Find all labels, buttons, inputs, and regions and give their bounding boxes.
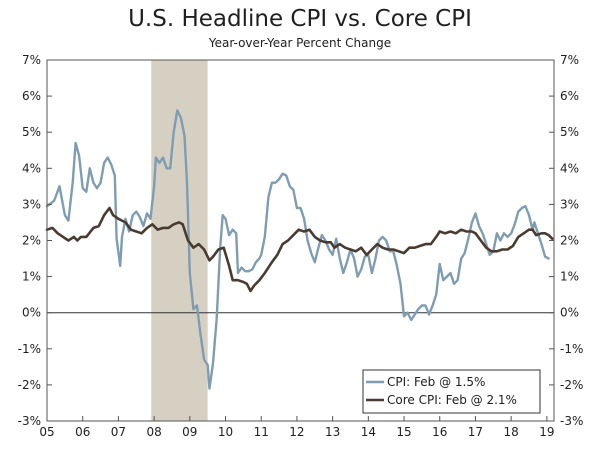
y-tick-label-right: 6% xyxy=(560,89,579,103)
x-axis-ticks: 05 06 07 08 09 10 11 12 13 14 15 16 17 18 19 xyxy=(39,416,554,439)
x-tick-label: 06 xyxy=(75,425,90,439)
y-tick-label-left: 4% xyxy=(22,161,41,175)
y-tick-label-left: -3% xyxy=(18,414,41,428)
series-line-cpi xyxy=(45,109,550,390)
x-tick-label: 10 xyxy=(218,425,233,439)
x-tick-label: 18 xyxy=(504,425,519,439)
x-tick-label: 19 xyxy=(539,425,554,439)
x-tick-label: 05 xyxy=(39,425,54,439)
y-tick-label-left: 1% xyxy=(22,270,41,284)
legend: CPI: Feb @ 1.5% Core CPI: Feb @ 2.1% xyxy=(362,369,541,414)
y-tick-label-right: 5% xyxy=(560,125,579,139)
y-tick-label-right: -3% xyxy=(560,414,583,428)
x-tick-label: 16 xyxy=(432,425,447,439)
x-tick-label: 14 xyxy=(361,425,376,439)
y-tick-label-right: -1% xyxy=(560,342,583,356)
recession-band xyxy=(151,60,208,421)
y-tick-label-left: 3% xyxy=(22,197,41,211)
x-tick-label: 07 xyxy=(111,425,126,439)
y-tick-label-left: 5% xyxy=(22,125,41,139)
legend-label-cpi: CPI: Feb @ 1.5% xyxy=(387,375,485,389)
y-tick-label-left: 6% xyxy=(22,89,41,103)
x-tick-label: 17 xyxy=(468,425,483,439)
y-tick-label-right: 3% xyxy=(560,197,579,211)
y-axis-left-ticks: 7% 6% 5% 4% 3% 2% 1% 0% -1% -2% -3% xyxy=(18,53,52,428)
y-tick-label-left: -1% xyxy=(18,342,41,356)
x-tick-label: 15 xyxy=(396,425,411,439)
y-tick-label-left: 2% xyxy=(22,234,41,248)
y-tick-label-left: 7% xyxy=(22,53,41,67)
y-tick-label-right: 0% xyxy=(560,306,579,320)
y-tick-label-left: 0% xyxy=(22,306,41,320)
y-axis-right-ticks: 7% 6% 5% 4% 3% 2% 1% 0% -1% -2% -3% xyxy=(549,53,583,428)
x-tick-label: 12 xyxy=(289,425,304,439)
series-line-core-cpi xyxy=(45,206,554,293)
y-tick-label-right: 1% xyxy=(560,270,579,284)
y-tick-label-left: -2% xyxy=(18,378,41,392)
chart-subtitle: Year-over-Year Percent Change xyxy=(208,36,392,50)
x-tick-label: 08 xyxy=(146,425,161,439)
series-layer xyxy=(45,109,554,390)
recession-shading-layer xyxy=(151,60,208,421)
chart-title: U.S. Headline CPI vs. Core CPI xyxy=(128,6,472,32)
y-tick-label-right: 7% xyxy=(560,53,579,67)
legend-label-core-cpi: Core CPI: Feb @ 2.1% xyxy=(387,393,517,407)
x-tick-label: 13 xyxy=(325,425,340,439)
x-tick-label: 11 xyxy=(254,425,269,439)
y-tick-label-right: 2% xyxy=(560,234,579,248)
x-tick-label: 09 xyxy=(182,425,197,439)
y-tick-label-right: 4% xyxy=(560,161,579,175)
plot-frame xyxy=(46,59,555,422)
legend-box xyxy=(362,369,541,414)
y-tick-label-right: -2% xyxy=(560,378,583,392)
